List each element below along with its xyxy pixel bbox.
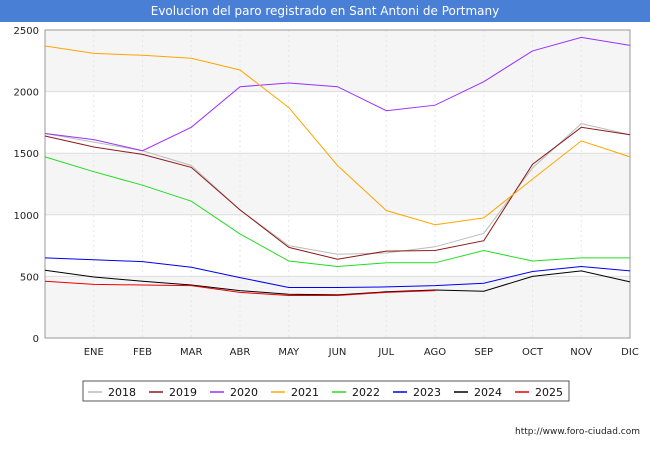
x-tick-label: DIC [621,347,639,358]
y-tick-label: 500 [20,272,39,283]
x-tick-label: OCT [522,347,544,358]
x-tick-label: MAR [180,347,202,358]
legend-label-2023: 2023 [413,386,441,399]
series-line-2019 [44,126,631,260]
legend-box [82,380,570,402]
x-tick-label: AGO [424,347,446,358]
y-tick-label: 1500 [14,149,39,160]
series-lines [44,36,631,296]
series-line-2024 [44,269,631,296]
x-tick-label: ABR [230,347,251,358]
series-line-2023 [44,257,631,288]
y-tick-label: 2000 [14,88,39,99]
legend: 2018 2019 2020 2021 2022 2023 2024 2025 [82,380,570,402]
x-axis-ticks: ENE FEB MAR ABR MAY JUN JUL AGO SEP OCT NOV DIC [84,347,639,358]
legend-label-2019: 2019 [169,386,197,399]
series-line-2020 [44,36,631,152]
legend-label-2022: 2022 [352,386,380,399]
legend-label-2020: 2020 [230,386,258,399]
legend-label-2025: 2025 [535,386,563,399]
legend-label-2021: 2021 [291,386,319,399]
y-axis-ticks: 0 500 1000 1500 2000 2500 [14,26,39,345]
x-tick-label: FEB [133,347,152,358]
series-line-2021 [44,45,631,226]
series-line-2022 [44,156,630,268]
x-tick-label: MAY [278,347,300,358]
source-url: http://www.foro-ciudad.com [515,427,640,437]
y-tick-label: 2500 [14,26,39,37]
chart-title: Evolucion del paro registrado en Sant An… [0,0,650,22]
y-tick-label: 1000 [14,211,39,222]
x-tick-label: SEP [474,347,493,358]
background-band [45,153,630,215]
legend-label-2024: 2024 [474,386,502,399]
y-tick-label: 0 [33,334,39,345]
legend-label-2018: 2018 [108,386,136,399]
series-line-2025 [44,280,436,296]
x-tick-label: ENE [84,347,104,358]
plot-frame [44,29,631,339]
x-tick-label: NOV [570,347,592,358]
x-tick-label: JUN [328,347,347,358]
x-tick-label: JUL [377,347,394,358]
